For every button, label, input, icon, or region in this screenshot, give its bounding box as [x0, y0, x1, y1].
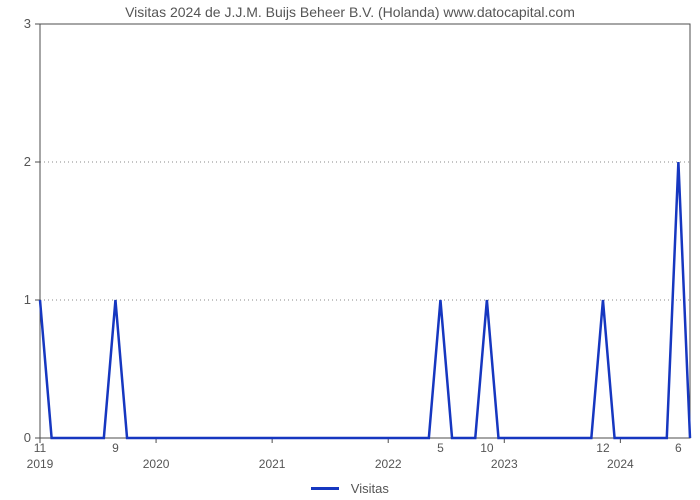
- x-tick-label: 2021: [259, 457, 286, 471]
- y-tick-label: 3: [24, 16, 31, 31]
- y-tick-label: 1: [24, 292, 31, 307]
- x-tick-label: 2020: [143, 457, 170, 471]
- point-label: 9: [112, 441, 119, 455]
- chart-svg: 0123201920202021202220232024119510126: [0, 0, 700, 500]
- x-tick-label: 2024: [607, 457, 634, 471]
- plot-border: [40, 24, 690, 438]
- point-label: 5: [437, 441, 444, 455]
- x-tick-label: 2019: [27, 457, 54, 471]
- chart-container: Visitas 2024 de J.J.M. Buijs Beheer B.V.…: [0, 0, 700, 500]
- point-label: 6: [675, 441, 682, 455]
- point-label: 11: [34, 441, 47, 455]
- x-tick-label: 2023: [491, 457, 518, 471]
- point-label: 10: [480, 441, 494, 455]
- y-tick-label: 0: [24, 430, 31, 445]
- point-label: 12: [596, 441, 610, 455]
- legend: Visitas: [0, 480, 700, 496]
- legend-swatch: [311, 487, 339, 490]
- y-tick-label: 2: [24, 154, 31, 169]
- legend-label: Visitas: [351, 481, 389, 496]
- x-tick-label: 2022: [375, 457, 402, 471]
